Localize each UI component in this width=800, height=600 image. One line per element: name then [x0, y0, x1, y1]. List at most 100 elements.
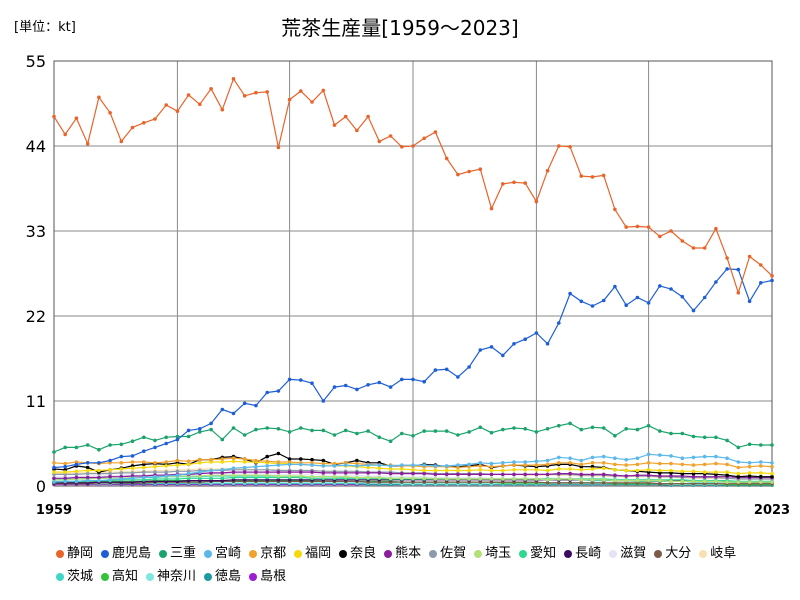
data-point-三重: [366, 429, 370, 433]
data-point-熊本: [388, 471, 393, 476]
legend-item: 徳島: [204, 565, 241, 584]
legend-label: 佐賀: [440, 546, 467, 561]
data-point-静岡: [579, 174, 584, 178]
data-point-熊本: [85, 475, 90, 480]
data-point-静岡: [265, 90, 270, 94]
data-point-静岡: [287, 97, 292, 102]
data-point-京都: [119, 461, 124, 465]
data-point-鹿児島: [579, 299, 584, 304]
data-point-三重: [63, 445, 67, 450]
data-point-三重: [52, 450, 56, 454]
data-point-福岡: [175, 463, 180, 467]
data-point-埼玉: [355, 475, 359, 480]
legend-label: 埼玉: [485, 546, 512, 561]
data-point-埼玉: [265, 473, 270, 478]
data-point-宮崎: [209, 468, 213, 473]
data-point-宮崎: [388, 464, 393, 468]
data-point-熊本: [265, 470, 270, 474]
data-point-熊本: [590, 472, 595, 477]
data-point-佐賀: [119, 471, 124, 475]
data-point-宮崎: [276, 463, 281, 467]
data-point-福岡: [646, 468, 651, 472]
data-point-奈良: [85, 465, 90, 470]
data-point-静岡: [590, 175, 595, 179]
data-point-宮崎: [52, 480, 56, 484]
data-point-宮崎: [725, 456, 729, 461]
legend-label: 徳島: [215, 569, 242, 584]
x-tick-label: 1970: [159, 503, 195, 518]
legend-item: 静岡: [56, 542, 93, 561]
data-point-埼玉: [725, 480, 729, 484]
data-point-埼玉: [534, 477, 539, 481]
data-point-宮崎: [523, 460, 527, 464]
data-point-鹿児島: [164, 441, 168, 446]
data-point-鹿児島: [444, 367, 449, 372]
data-point-熊本: [220, 471, 225, 475]
data-point-三重: [85, 443, 90, 447]
data-point-鹿児島: [276, 389, 281, 393]
data-point-京都: [186, 459, 191, 464]
data-point-福岡: [97, 468, 101, 473]
data-point-京都: [691, 463, 696, 467]
data-point-京都: [579, 462, 584, 467]
data-point-愛知: [209, 476, 213, 481]
legend-item: 佐賀: [429, 542, 466, 561]
data-point-三重: [456, 433, 460, 437]
data-point-鹿児島: [669, 287, 673, 291]
data-point-静岡: [63, 132, 67, 137]
data-point-三重: [512, 426, 516, 430]
data-point-福岡: [579, 468, 584, 472]
data-point-宮崎: [557, 455, 561, 460]
data-point-鹿児島: [658, 284, 662, 288]
data-point-鹿児島: [478, 348, 483, 352]
data-point-熊本: [646, 473, 651, 478]
data-point-宮崎: [231, 466, 236, 471]
data-point-静岡: [646, 225, 651, 229]
data-point-静岡: [299, 89, 303, 93]
data-point-宮崎: [658, 453, 662, 457]
data-point-静岡: [97, 95, 101, 100]
data-point-福岡: [242, 460, 247, 464]
data-point-宮崎: [501, 461, 505, 465]
data-point-福岡: [456, 468, 460, 473]
data-point-福岡: [186, 462, 191, 467]
legend-item: 岐阜: [699, 542, 736, 561]
data-point-大分: [568, 481, 572, 485]
data-point-鹿児島: [568, 291, 572, 296]
data-point-佐賀: [130, 471, 135, 475]
data-point-埼玉: [276, 474, 281, 478]
legend-swatch: [429, 549, 438, 558]
data-point-鹿児島: [635, 295, 640, 300]
data-point-鹿児島: [63, 464, 67, 469]
data-point-三重: [388, 439, 393, 444]
data-point-熊本: [422, 471, 427, 476]
data-point-三重: [119, 442, 124, 447]
data-point-静岡: [568, 145, 572, 149]
data-point-鹿児島: [220, 407, 225, 412]
data-point-宮崎: [759, 460, 763, 464]
data-point-熊本: [456, 472, 460, 477]
x-tick-label: 1980: [272, 503, 308, 518]
data-point-三重: [489, 430, 494, 435]
data-point-宮崎: [198, 470, 202, 474]
data-point-三重: [198, 430, 202, 434]
data-point-京都: [501, 464, 505, 468]
legend-label: 高知: [112, 569, 139, 584]
legend-label: 長崎: [575, 546, 602, 561]
data-point-三重: [231, 426, 236, 430]
data-point-宮崎: [714, 454, 718, 459]
data-point-鹿児島: [287, 377, 292, 382]
data-point-奈良: [747, 474, 752, 478]
data-point-埼玉: [310, 474, 314, 479]
data-point-京都: [759, 464, 763, 468]
data-point-三重: [646, 423, 651, 428]
legend-label: 熊本: [395, 546, 422, 561]
data-point-愛知: [175, 477, 180, 481]
data-point-鹿児島: [646, 301, 651, 305]
data-point-福岡: [702, 470, 707, 474]
data-point-宮崎: [444, 464, 449, 468]
data-point-三重: [343, 428, 348, 433]
data-point-熊本: [411, 471, 415, 476]
data-point-福岡: [601, 466, 606, 471]
